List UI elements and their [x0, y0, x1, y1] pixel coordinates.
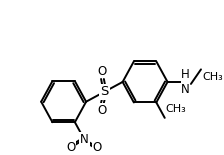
Text: CH₃: CH₃: [202, 72, 223, 82]
Text: H
N: H N: [181, 68, 190, 96]
Text: O: O: [98, 65, 107, 78]
Text: S: S: [100, 85, 109, 98]
Text: O: O: [98, 104, 107, 117]
Text: CH₃: CH₃: [166, 104, 186, 114]
Text: O: O: [67, 141, 76, 154]
Text: O: O: [93, 141, 102, 154]
Text: N: N: [80, 133, 89, 146]
